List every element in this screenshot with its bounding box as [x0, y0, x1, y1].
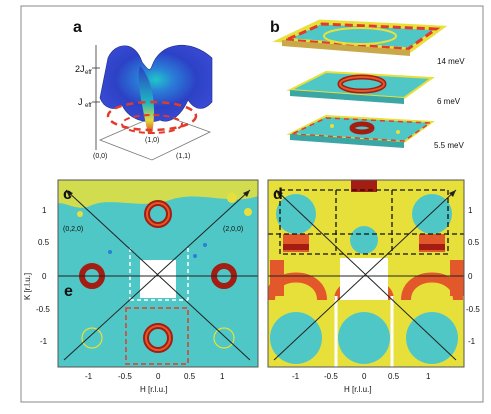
- c-ytick-0.5: 0.5: [38, 238, 50, 247]
- d-ytick-neg1: -1: [468, 337, 476, 346]
- panel-label-c: c: [63, 186, 72, 203]
- d-xtick-0: 0: [362, 372, 367, 381]
- slab-6mev: [286, 70, 435, 104]
- panel-a-base: [98, 113, 212, 161]
- axis-label-2j: 2J: [75, 64, 85, 74]
- d-diag-arrow-1: [273, 189, 457, 361]
- d-ytick-neg0.5: -0.5: [466, 305, 480, 314]
- d-xtick-1: 1: [426, 372, 431, 381]
- panel-label-b: b: [270, 19, 280, 36]
- dispersion-cone: [138, 66, 155, 134]
- c-xtick-0.5: 0.5: [184, 372, 196, 381]
- panel-a: a 2J eff J eff (1,0) (0,0) (1,1): [73, 19, 213, 161]
- svg-text:eff: eff: [85, 70, 92, 76]
- ring-bottom: [143, 323, 173, 353]
- d-xtick-neg1: -1: [292, 372, 300, 381]
- point-label-00: (0,0): [93, 153, 107, 160]
- panel-label-d: d: [273, 186, 283, 203]
- panel-b: b 14 meV 6 meV 5.5 meV: [270, 19, 465, 150]
- c-ytick-neg1: -1: [40, 337, 48, 346]
- c-xlabel: H [r.l.u.]: [140, 385, 168, 394]
- ring-faint-right: [213, 327, 235, 349]
- point-label-10-center: (1,0): [145, 137, 159, 144]
- d-xtick-neg0.5: -0.5: [324, 372, 338, 381]
- axis-label-j: J: [78, 97, 83, 107]
- d-xlabel: H [r.l.u.]: [344, 385, 372, 394]
- slab-5-5mev: [286, 114, 435, 148]
- c-ytick-0: 0: [42, 272, 47, 281]
- energy-label-5-5: 5.5 meV: [434, 141, 464, 150]
- svg-text:eff: eff: [85, 103, 92, 109]
- d-ytick-0.5: 0.5: [468, 238, 480, 247]
- ring-faint-left: [81, 327, 103, 349]
- panel-c-border: [57, 179, 259, 368]
- corner-label-200: (2,0,0): [223, 226, 243, 233]
- energy-label-14: 14 meV: [437, 57, 465, 66]
- c-xtick-neg1: -1: [85, 372, 93, 381]
- corner-label-020: (0,2,0): [63, 226, 83, 233]
- d-dashed-grid: [279, 189, 449, 255]
- d-xtick-0.5: 0.5: [388, 372, 400, 381]
- dispersion-surface: [99, 44, 213, 123]
- energy-cut-ring: [106, 100, 198, 132]
- ring-top: [144, 200, 172, 228]
- d-ytick-0: 0: [468, 272, 473, 281]
- panel-d: d 1 0.5 0 -0.5 -1 -1 -0.5 0 0.5 1 H [r.l…: [267, 179, 480, 394]
- c-ytick-1: 1: [42, 206, 47, 215]
- energy-label-6: 6 meV: [437, 97, 461, 106]
- c-xtick-0: 0: [156, 372, 161, 381]
- d-center-mask: [340, 258, 388, 300]
- panel-d-border: [267, 179, 465, 368]
- c-ylabel: K [r.l.u.]: [23, 273, 32, 300]
- c-ytick-neg0.5: -0.5: [36, 305, 50, 314]
- slab-14mev: [272, 19, 448, 56]
- c-xtick-1: 1: [220, 372, 225, 381]
- center-mask: [140, 260, 176, 298]
- diag-arrow-2: [65, 189, 251, 361]
- diag-arrow-1: [63, 189, 251, 361]
- panel-label-e: e: [64, 283, 73, 300]
- zone-box-e: [125, 307, 189, 365]
- figure-frame: [20, 5, 484, 403]
- d-diag-arrow-2: [275, 189, 457, 361]
- d-ytick-1: 1: [468, 206, 473, 215]
- point-label-11: (1,1): [176, 153, 190, 160]
- c-xtick-neg0.5: -0.5: [118, 372, 132, 381]
- panel-c: c e (0,2,0) (2,0,0) 1 0.5 0 -0.5 -1 K [r…: [23, 179, 259, 394]
- panel-label-a: a: [73, 19, 82, 36]
